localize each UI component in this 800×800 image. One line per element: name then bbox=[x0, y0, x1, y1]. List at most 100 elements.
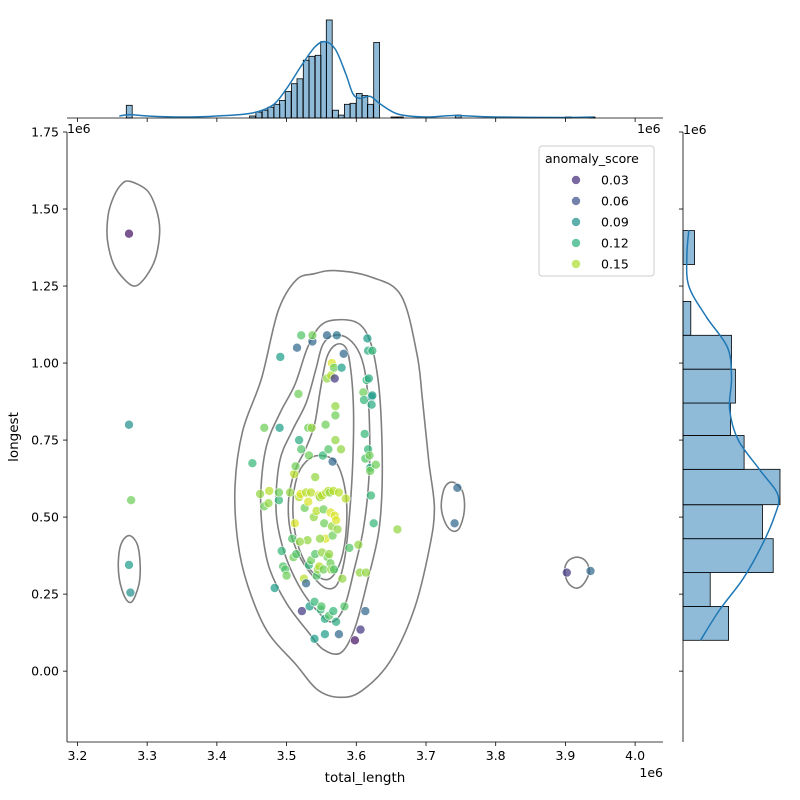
marginal-x-bar bbox=[261, 109, 269, 119]
x-tick-label: 3.3 bbox=[137, 748, 157, 763]
scatter-point bbox=[290, 518, 300, 529]
marginal-x-bar bbox=[296, 78, 304, 119]
scatter-point bbox=[331, 616, 341, 627]
scatter-point bbox=[263, 498, 274, 509]
scatter-point bbox=[275, 352, 286, 362]
y-tick-label: 1.75 bbox=[31, 125, 59, 140]
scatter-point bbox=[303, 496, 314, 507]
scatter-point bbox=[276, 546, 287, 556]
marginal-x-bar bbox=[273, 103, 281, 119]
y-axis-ticks: 0.00 0.25 0.50 0.75 1.00 1.25 1.50 1.75 bbox=[31, 125, 67, 679]
scatter-point bbox=[360, 606, 371, 616]
marginal-x-bar bbox=[332, 109, 339, 119]
legend-entry-label: 0.09 bbox=[601, 215, 629, 230]
scatter-point bbox=[274, 487, 284, 498]
legend-entry-label: 0.06 bbox=[601, 194, 629, 209]
scatter-point bbox=[124, 228, 134, 239]
scatter-point bbox=[330, 410, 341, 421]
legend-entry-label: 0.15 bbox=[601, 257, 629, 272]
x-tick-label: 3.8 bbox=[486, 748, 506, 763]
scatter-point bbox=[334, 487, 344, 498]
scatter-point bbox=[292, 342, 302, 353]
legend-marker bbox=[571, 217, 581, 227]
marginal-x-bar bbox=[320, 41, 328, 119]
marginal-y-bar bbox=[682, 468, 781, 506]
scatter-point bbox=[317, 450, 328, 461]
legend-marker bbox=[571, 175, 581, 185]
scatter-point bbox=[329, 373, 340, 384]
scatter-point bbox=[336, 444, 346, 455]
scatter-point bbox=[452, 482, 463, 493]
x-axis-offset-label: 1e6 bbox=[639, 765, 663, 780]
legend-entries: 0.03 0.06 0.09 0.12 0.15 bbox=[571, 173, 629, 272]
marginal-y-offset-label: 1e6 bbox=[683, 122, 707, 137]
scatter-point bbox=[290, 461, 301, 472]
marginal-x-bar bbox=[366, 103, 374, 119]
x-tick-label: 3.5 bbox=[277, 748, 297, 763]
x-tick-label: 3.7 bbox=[416, 748, 436, 763]
scatter-point bbox=[331, 515, 341, 526]
scatter-point bbox=[334, 629, 344, 640]
scatter-point bbox=[338, 348, 349, 359]
scatter-point bbox=[368, 518, 379, 529]
marginal-y-bar bbox=[682, 435, 745, 470]
y-tick-label: 1.50 bbox=[31, 202, 59, 217]
scatter-point bbox=[365, 466, 376, 476]
scatter-point bbox=[364, 450, 375, 461]
joint-scatter-plot: 3.2 3.3 3.4 3.5 3.6 3.7 3.8 3.9 4.0 0.00 0.25 0.50… bbox=[6, 125, 663, 787]
y-tick-label: 0.75 bbox=[31, 433, 59, 448]
marginal-x-bar bbox=[343, 103, 351, 119]
y-tick-label: 0.50 bbox=[31, 510, 59, 525]
legend-marker bbox=[571, 259, 581, 269]
scatter-point bbox=[294, 435, 304, 445]
scatter-point bbox=[296, 330, 307, 341]
kde-contour-line bbox=[117, 534, 142, 604]
y-axis-label: longest bbox=[6, 412, 22, 462]
scatter-point bbox=[320, 419, 331, 430]
legend-marker bbox=[571, 196, 581, 206]
kde-contour-line bbox=[563, 556, 591, 589]
marginal-x-bar bbox=[284, 91, 292, 119]
marginal-y-bar bbox=[682, 606, 729, 641]
y-tick-label: 0.00 bbox=[31, 664, 59, 679]
scatter-point bbox=[339, 601, 350, 612]
scatter-point bbox=[293, 389, 304, 399]
scatter-point bbox=[247, 458, 258, 469]
marginal-x-bar bbox=[125, 104, 133, 119]
y-tick-label: 0.25 bbox=[31, 587, 59, 602]
scatter-point bbox=[362, 333, 373, 344]
scatter-points bbox=[124, 228, 596, 646]
scatter-point bbox=[274, 422, 285, 433]
scatter-point bbox=[363, 373, 374, 384]
marginal-x-bar bbox=[255, 111, 263, 119]
scatter-point bbox=[304, 450, 314, 461]
scatter-point bbox=[330, 435, 341, 445]
scatter-point bbox=[340, 493, 351, 504]
kde-contour-line bbox=[440, 481, 466, 533]
marginal-x-bar bbox=[337, 114, 345, 119]
scatter-point bbox=[322, 330, 332, 341]
marginal-x-offset-label-right: 1e6 bbox=[637, 121, 661, 136]
scatter-point bbox=[285, 487, 295, 498]
scatter-point bbox=[370, 459, 381, 470]
scatter-point bbox=[367, 390, 378, 401]
legend-title: anomaly_score bbox=[545, 151, 639, 166]
scatter-point bbox=[291, 549, 302, 559]
scatter-point bbox=[126, 495, 136, 506]
marginal-y-kde-curve bbox=[685, 230, 780, 641]
x-tick-label: 3.6 bbox=[346, 748, 366, 763]
legend-marker bbox=[571, 238, 581, 248]
scatter-point bbox=[366, 399, 377, 410]
marginal-y-histogram: 1e6 bbox=[679, 122, 781, 742]
scatter-point bbox=[124, 560, 134, 570]
kde-contour-line bbox=[106, 180, 161, 287]
scatter-point bbox=[315, 533, 325, 544]
y-tick-label: 1.25 bbox=[31, 279, 59, 294]
scatter-point bbox=[331, 330, 342, 341]
marginal-x-bar bbox=[291, 83, 298, 119]
marginal-y-bar bbox=[682, 504, 763, 540]
marginal-x-bar bbox=[308, 55, 316, 119]
scatter-point bbox=[320, 629, 330, 640]
